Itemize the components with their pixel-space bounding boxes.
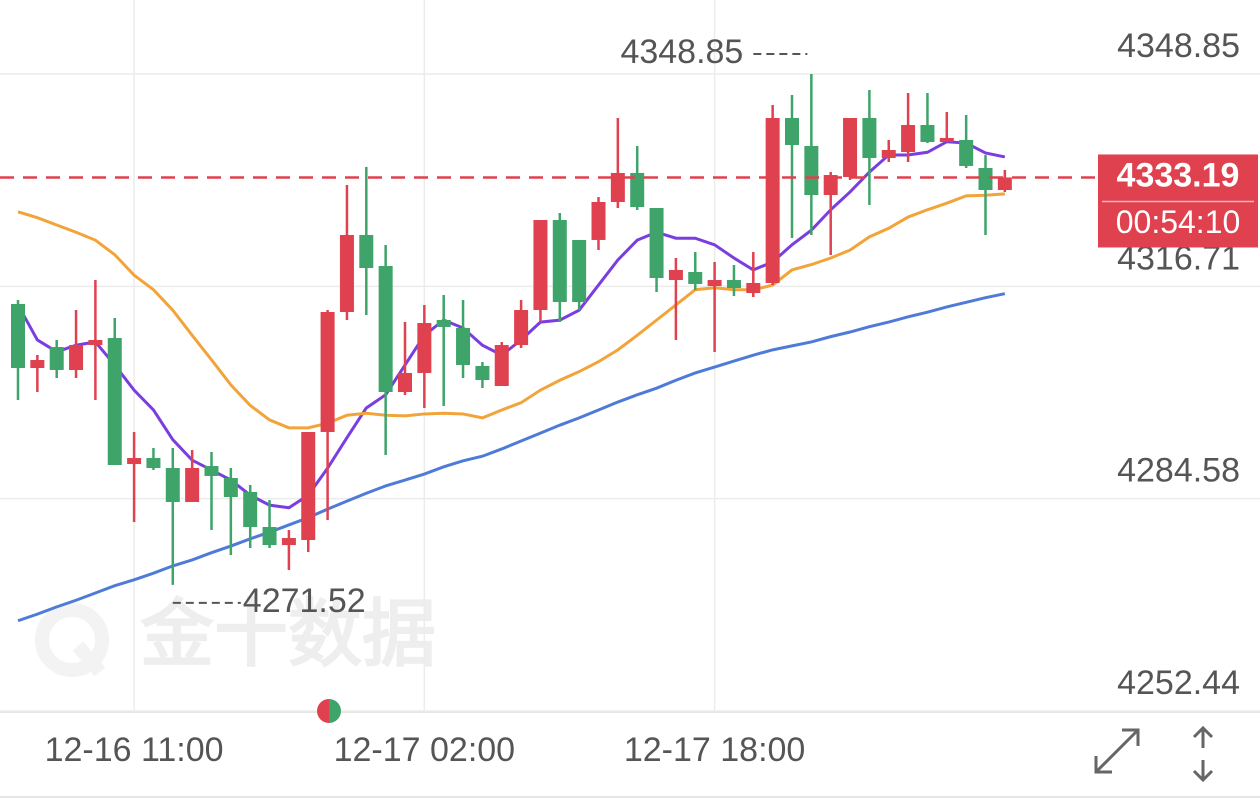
low-annotation: 4271.52 <box>243 582 366 620</box>
watermark-logo <box>35 603 109 677</box>
candle-body <box>359 235 374 268</box>
candle-body <box>456 327 471 365</box>
moving-average-line <box>17 292 1006 623</box>
candle-body <box>69 345 84 371</box>
candle-body <box>185 467 200 503</box>
candle-body <box>514 310 529 346</box>
candle-body <box>320 311 335 432</box>
candle-body <box>843 118 858 178</box>
moving-average-line <box>16 140 1006 510</box>
scale-icon[interactable] <box>1192 725 1214 783</box>
candle-body <box>494 345 509 386</box>
candle-body <box>862 118 877 158</box>
candle-body <box>591 201 606 240</box>
grid <box>0 0 1260 712</box>
expand-icon[interactable] <box>1094 728 1140 774</box>
candle-body <box>978 168 993 191</box>
candle-body <box>339 235 354 312</box>
candle-body <box>785 118 799 146</box>
y-tick-label: 4348.85 <box>1117 27 1240 65</box>
y-tick-label: 4284.58 <box>1117 452 1240 490</box>
y-tick-label: 4252.44 <box>1117 664 1240 702</box>
candle-body <box>398 372 412 393</box>
candle-body <box>204 466 219 476</box>
candle-body <box>107 338 122 466</box>
candles <box>11 74 1012 585</box>
candle-body <box>301 431 316 541</box>
moving-average-line <box>17 192 1005 430</box>
candle-body <box>726 280 741 289</box>
candle-body <box>920 125 935 142</box>
candle-body <box>281 538 296 546</box>
candle-body <box>649 207 664 279</box>
candle-body <box>88 340 103 346</box>
candle-body <box>552 220 567 303</box>
candle-body <box>30 360 45 369</box>
candle-body <box>417 323 432 373</box>
candle-body <box>262 526 277 546</box>
indicator-toggle[interactable] <box>317 699 341 723</box>
candle-body <box>630 172 645 208</box>
high-annotation: 4348.85 <box>620 33 743 71</box>
candle-body <box>610 172 625 202</box>
last-price-label: 4333.19 <box>1117 156 1240 194</box>
candle-body <box>146 458 161 468</box>
candle-body <box>165 467 180 503</box>
candle-body <box>765 118 780 283</box>
candle-body <box>959 140 974 166</box>
candle-body <box>572 239 587 303</box>
candle-body <box>881 149 896 158</box>
candle-body <box>939 138 954 142</box>
candle-body <box>436 319 451 327</box>
candle-body <box>688 272 703 284</box>
candle-body <box>475 365 490 380</box>
candle-body <box>49 347 64 371</box>
candle-body <box>378 266 393 393</box>
x-tick-label: 12-16 11:00 <box>45 731 224 769</box>
candle-body <box>997 177 1012 191</box>
candle-body <box>533 220 548 311</box>
x-tick-label: 12-17 02:00 <box>334 731 516 769</box>
countdown-label: 00:54:10 <box>1116 204 1241 240</box>
candle-body <box>901 125 916 153</box>
candle-body <box>823 175 838 195</box>
candle-body <box>223 478 238 497</box>
candle-body <box>11 303 25 369</box>
watermark: 金十数据 <box>140 593 436 676</box>
candle-body <box>707 280 722 287</box>
candle-body <box>127 458 142 465</box>
candle-body <box>804 146 819 195</box>
candle-body <box>746 282 761 294</box>
x-tick-label: 12-17 18:00 <box>624 731 806 769</box>
candle-body <box>243 491 258 527</box>
moving-averages <box>16 140 1006 623</box>
candle-body <box>668 269 683 281</box>
